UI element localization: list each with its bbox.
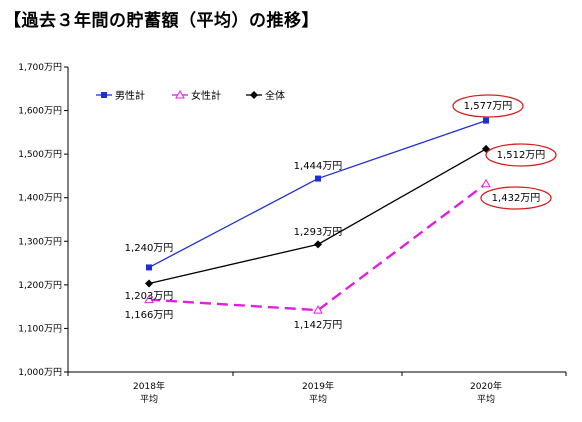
legend: 男性計 女性計 全体 xyxy=(96,89,285,102)
x-tick-label: 平均 xyxy=(309,393,327,405)
x-tick-label: 2019年 xyxy=(302,380,334,392)
legend-label: 全体 xyxy=(265,89,285,102)
data-point-diamond xyxy=(314,240,322,249)
y-tick-label: 1,000万円 xyxy=(18,367,62,378)
highlight-circle xyxy=(485,143,557,167)
data-label: 1,293万円 xyxy=(294,227,343,238)
data-labels: 1,240万円 1,444万円 1,577万円 1,166万円 1,142万円 1,432… xyxy=(125,94,557,331)
data-label: 1,432万円 xyxy=(492,193,541,204)
data-point-triangle xyxy=(144,294,154,304)
legend-label: 女性計 xyxy=(191,89,221,102)
data-point-triangle xyxy=(481,178,491,188)
data-label: 1,577万円 xyxy=(464,101,513,112)
highlight-circle xyxy=(480,186,552,210)
series-markers xyxy=(144,117,491,314)
data-point-square xyxy=(146,264,152,271)
data-label: 1,444万円 xyxy=(294,161,343,172)
y-tick-label: 1,100万円 xyxy=(18,323,62,334)
legend-marker xyxy=(250,91,258,99)
x-tick-label: 2018年 xyxy=(133,380,165,392)
x-tick-label: 平均 xyxy=(140,393,158,405)
legend-label: 男性計 xyxy=(115,89,145,102)
data-label: 1,166万円 xyxy=(125,310,174,321)
data-label: 1,240万円 xyxy=(125,243,174,254)
y-tick-label: 1,600万円 xyxy=(18,106,62,117)
data-label: 1,203万円 xyxy=(125,291,174,302)
chart-axes: 1,000万円 1,100万円 1,200万円 1,300万円 1,400万円 1,500… xyxy=(18,62,567,405)
x-tick-label: 平均 xyxy=(477,393,495,405)
y-tick-label: 1,400万円 xyxy=(18,193,62,204)
legend-marker xyxy=(175,89,185,99)
data-point-square xyxy=(483,117,489,124)
x-tick-label: 2020年 xyxy=(470,380,502,392)
y-tick-label: 1,200万円 xyxy=(18,280,62,291)
data-label: 1,142万円 xyxy=(294,320,343,331)
data-point-diamond xyxy=(145,279,153,288)
legend-marker xyxy=(101,92,107,98)
series-lines xyxy=(148,119,487,312)
data-label: 1,512万円 xyxy=(497,150,546,161)
data-point-triangle xyxy=(313,305,323,314)
chart-title: 【過去３年間の貯蓄額（平均）の推移】 xyxy=(4,11,319,31)
series-line-2 xyxy=(148,182,487,312)
highlight-circle xyxy=(452,94,524,118)
y-tick-label: 1,500万円 xyxy=(18,149,62,160)
y-tick-label: 1,700万円 xyxy=(18,62,62,73)
y-tick-label: 1,300万円 xyxy=(18,236,62,247)
data-point-square xyxy=(315,175,321,182)
